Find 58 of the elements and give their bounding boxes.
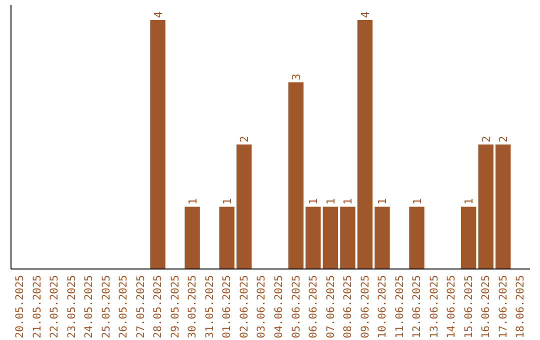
data-label: 1 xyxy=(220,198,234,205)
data-label: 1 xyxy=(186,198,200,205)
data-label: 2 xyxy=(238,136,252,142)
data-label: 1 xyxy=(342,198,355,205)
bar xyxy=(150,20,166,269)
x-tick-label: 27.05.2025 xyxy=(134,275,147,338)
x-tick-label: 26.05.2025 xyxy=(118,275,130,338)
bar xyxy=(236,144,252,269)
data-label: 1 xyxy=(307,198,320,205)
data-label: 1 xyxy=(410,198,424,205)
bar xyxy=(460,206,476,269)
x-tick-label: 20.05.2025 xyxy=(14,275,26,338)
x-tick-label: 21.05.2025 xyxy=(31,275,44,338)
bar xyxy=(340,206,356,269)
x-tick-label: 01.06.2025 xyxy=(221,275,234,338)
x-tick-label: 10.06.2025 xyxy=(376,275,389,338)
data-label: 1 xyxy=(376,198,390,205)
x-tick-label: 14.06.2025 xyxy=(446,275,458,338)
x-tick-label: 17.06.2025 xyxy=(497,275,510,338)
data-label: 1 xyxy=(462,198,476,205)
x-tick-label: 04.06.2025 xyxy=(272,275,285,338)
x-tick-label: 06.06.2025 xyxy=(308,275,320,338)
x-tick-label: 23.05.2025 xyxy=(66,275,78,338)
x-tick-label: 05.06.2025 xyxy=(290,275,302,338)
x-tick-label: 18.06.2025 xyxy=(514,275,527,338)
x-tick-label: 13.06.2025 xyxy=(428,275,440,338)
x-tick-label: 02.06.2025 xyxy=(238,275,250,338)
bar xyxy=(306,206,321,269)
x-tick-label: 24.05.2025 xyxy=(83,275,96,338)
x-tick-label: 29.05.2025 xyxy=(169,275,182,338)
x-tick-label: 25.05.2025 xyxy=(100,275,112,338)
x-tick-label: 03.06.2025 xyxy=(256,275,268,338)
bar xyxy=(409,206,424,269)
data-label: 2 xyxy=(497,136,510,142)
data-label: 2 xyxy=(480,136,493,142)
x-tick-label: 22.05.2025 xyxy=(48,275,61,338)
x-tick-label: 31.05.2025 xyxy=(204,275,216,338)
x-tick-label: 16.06.2025 xyxy=(480,275,492,338)
x-tick-label: 12.06.2025 xyxy=(411,275,424,338)
bar xyxy=(357,20,373,269)
data-label: 3 xyxy=(290,74,303,80)
x-tick-label: 07.06.2025 xyxy=(324,275,337,338)
x-tick-label: 30.05.2025 xyxy=(186,275,199,338)
bar xyxy=(496,144,511,269)
bar xyxy=(374,206,390,269)
x-tick-label: 28.05.2025 xyxy=(152,275,164,338)
x-tick-label: 08.06.2025 xyxy=(342,275,354,338)
bar xyxy=(288,82,304,269)
x-tick-label: 15.06.2025 xyxy=(462,275,475,338)
data-label: 1 xyxy=(324,198,338,205)
bar xyxy=(184,206,200,269)
x-tick-label: 11.06.2025 xyxy=(394,275,406,338)
data-label: 4 xyxy=(152,11,165,18)
x-tick-label: 09.06.2025 xyxy=(359,275,372,338)
bar xyxy=(322,206,338,269)
bar xyxy=(478,144,494,269)
data-label: 4 xyxy=(358,11,372,18)
bar xyxy=(219,206,234,269)
